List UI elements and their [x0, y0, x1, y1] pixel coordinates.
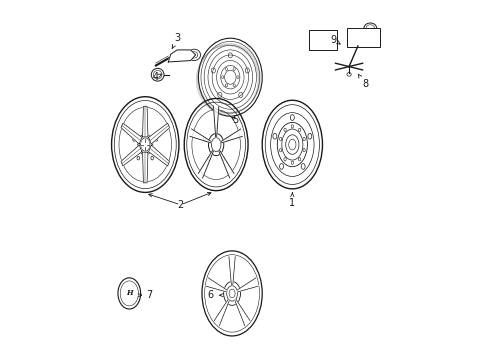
Polygon shape: [168, 50, 195, 62]
Polygon shape: [189, 129, 211, 143]
Ellipse shape: [226, 286, 237, 301]
Polygon shape: [219, 150, 233, 178]
Text: 4: 4: [153, 72, 162, 82]
Text: 2: 2: [177, 200, 183, 210]
Text: 3: 3: [172, 33, 181, 49]
Text: 5: 5: [231, 115, 238, 125]
Polygon shape: [148, 145, 169, 166]
Polygon shape: [142, 106, 148, 137]
FancyBboxPatch shape: [309, 31, 337, 50]
Polygon shape: [237, 278, 257, 292]
Polygon shape: [148, 123, 169, 144]
Polygon shape: [234, 300, 249, 326]
Ellipse shape: [140, 138, 150, 151]
Polygon shape: [121, 123, 142, 144]
Polygon shape: [142, 152, 148, 183]
Polygon shape: [214, 300, 229, 326]
Text: 9: 9: [330, 35, 340, 45]
Text: H: H: [126, 289, 132, 297]
Polygon shape: [221, 129, 242, 143]
Ellipse shape: [211, 138, 221, 152]
Text: 8: 8: [358, 74, 367, 89]
Polygon shape: [228, 257, 235, 285]
FancyBboxPatch shape: [346, 28, 379, 47]
Polygon shape: [198, 150, 213, 178]
Text: 7: 7: [146, 290, 152, 300]
Text: 1: 1: [289, 193, 295, 208]
Polygon shape: [213, 106, 218, 137]
Polygon shape: [206, 278, 226, 292]
Polygon shape: [121, 145, 142, 166]
Text: 6: 6: [207, 290, 213, 300]
